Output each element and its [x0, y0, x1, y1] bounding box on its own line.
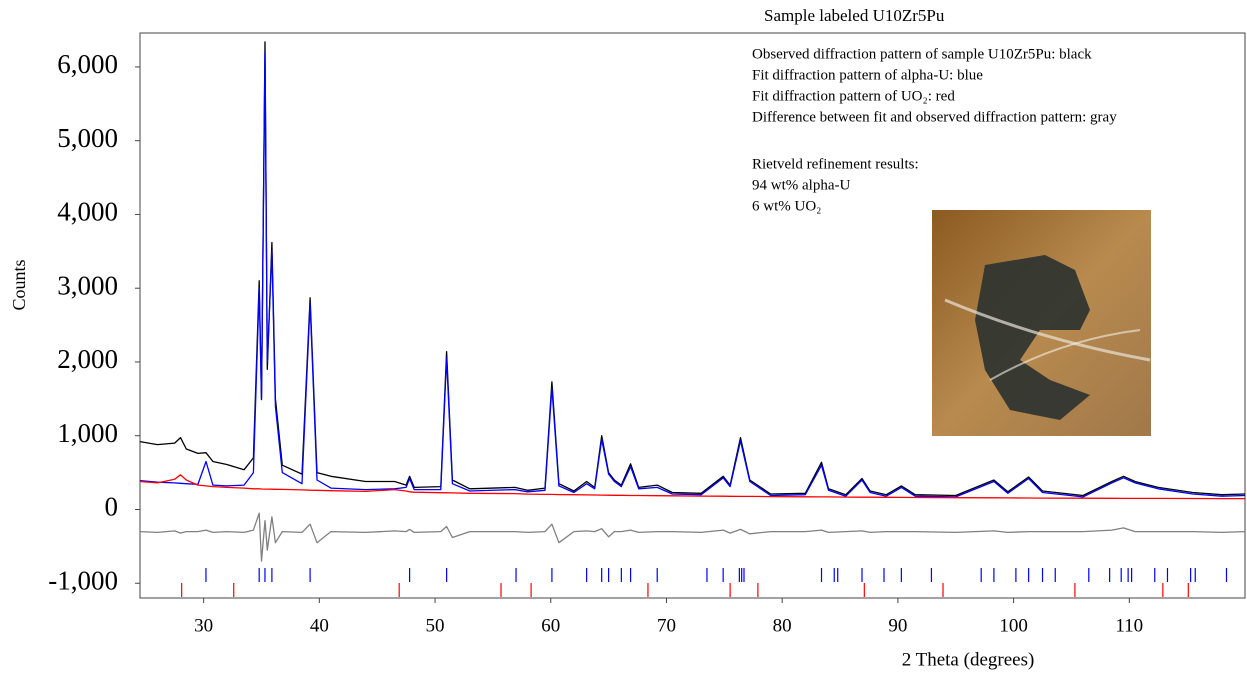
x-tick-label: 40 [310, 615, 329, 636]
y-tick-label: -1,000 [48, 565, 118, 595]
x-tick-label: 70 [657, 615, 676, 636]
x-tick-label: 30 [194, 615, 213, 636]
annotation: Fit diffraction pattern of UO₂: red [752, 88, 955, 104]
y-tick-label: 5,000 [57, 123, 118, 153]
annotation: 94 wt% alpha-U [752, 177, 850, 193]
x-axis-label: 2 Theta (degrees) [902, 649, 1035, 670]
y-tick-label: 3,000 [57, 270, 118, 300]
sample-photo [932, 210, 1151, 436]
y-tick-label: 1,000 [57, 418, 118, 448]
x-tick-label: 90 [888, 615, 907, 636]
y-tick-label: 0 [105, 492, 119, 522]
x-tick-label: 110 [1115, 615, 1143, 636]
y-axis-label: Counts [9, 259, 29, 310]
y-tick-label: 4,000 [57, 197, 118, 227]
annotation: Fit diffraction pattern of alpha-U: blue [752, 67, 983, 83]
annotation: Observed diffraction pattern of sample U… [752, 46, 1092, 62]
x-tick-label: 80 [773, 615, 792, 636]
annotation: Difference between fit and observed diff… [752, 109, 1117, 125]
x-tick-label: 60 [541, 615, 560, 636]
y-tick-label: 2,000 [57, 344, 118, 374]
plot-frame [139, 32, 1246, 599]
y-tick-label: 6,000 [57, 49, 118, 79]
x-tick-label: 50 [426, 615, 445, 636]
annotation: Rietveld refinement results: [752, 156, 919, 172]
x-tick-label: 100 [999, 615, 1028, 636]
chart-title: Sample labeled U10Zr5Pu [764, 6, 945, 25]
series-line [139, 474, 1245, 500]
series-line [139, 512, 1246, 562]
series-line [139, 51, 1246, 498]
annotation: 6 wt% UO₂ [752, 198, 821, 214]
